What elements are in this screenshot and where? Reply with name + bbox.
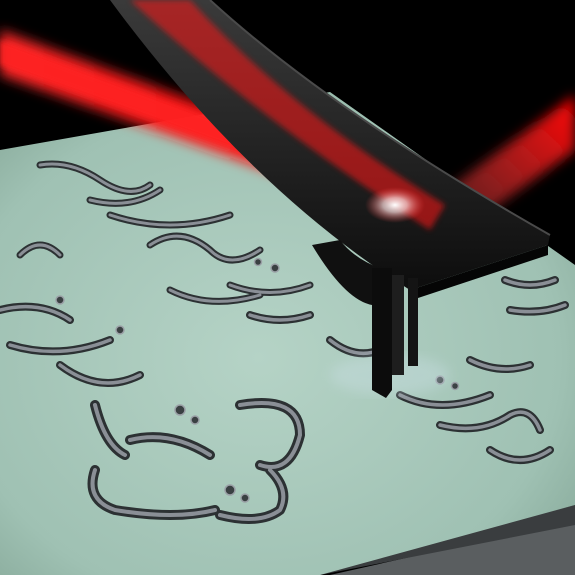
tip-icon xyxy=(312,240,418,398)
glint xyxy=(365,187,425,223)
